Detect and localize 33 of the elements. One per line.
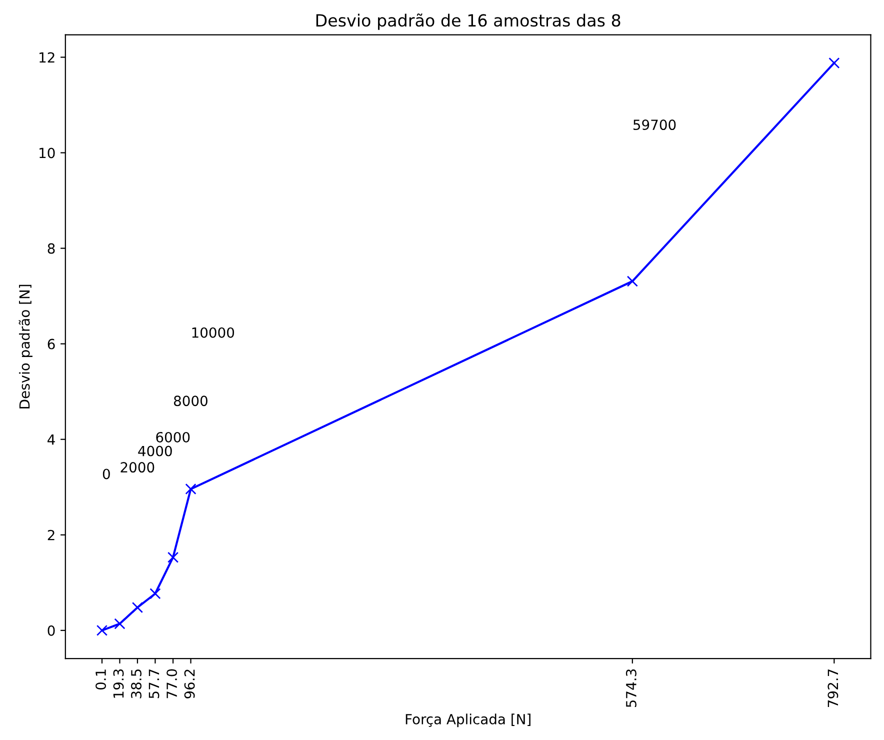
annotation: 10000 bbox=[192, 327, 234, 338]
x-tick-label: 792.7 bbox=[828, 670, 838, 707]
chart-title: Desvio padrão de 16 amostras das 8 bbox=[316, 14, 620, 30]
x-tick-label: 96.2 bbox=[184, 670, 195, 698]
y-tick-label: 4 bbox=[48, 434, 55, 445]
x-tick-label: 574.3 bbox=[626, 669, 636, 708]
point bbox=[132, 602, 144, 614]
y-tick-label: 12 bbox=[40, 52, 54, 63]
y-tick-label: 0 bbox=[48, 625, 55, 636]
point bbox=[96, 624, 108, 636]
point bbox=[828, 57, 840, 69]
annotation: 2000 bbox=[120, 462, 154, 473]
y-tick-label: 8 bbox=[48, 243, 55, 254]
annotation: 59700 bbox=[633, 120, 676, 130]
annotation: 6000 bbox=[156, 432, 190, 442]
x-tick-label: 0.1 bbox=[96, 670, 106, 690]
x-axis-title: Força Aplicada [N] bbox=[406, 714, 530, 728]
x-tick-label: 77.0 bbox=[166, 669, 178, 698]
x-tick-label: 38.5 bbox=[130, 670, 142, 698]
point bbox=[167, 552, 179, 563]
point bbox=[185, 483, 196, 495]
annotation: 4000 bbox=[138, 446, 172, 456]
y-tick-label: 2 bbox=[48, 530, 54, 540]
y-tick-label: 10 bbox=[40, 148, 55, 158]
point bbox=[114, 618, 126, 630]
point bbox=[150, 588, 161, 600]
y-axis-title: Desvio padrão [N] bbox=[18, 284, 32, 408]
annotation: 0 bbox=[102, 468, 110, 480]
annotation: 8000 bbox=[174, 396, 208, 406]
x-tick-label: 57.7 bbox=[148, 670, 160, 698]
point bbox=[626, 276, 638, 287]
y-tick-label: 6 bbox=[48, 338, 55, 350]
x-tick-label: 19.3 bbox=[113, 669, 124, 698]
